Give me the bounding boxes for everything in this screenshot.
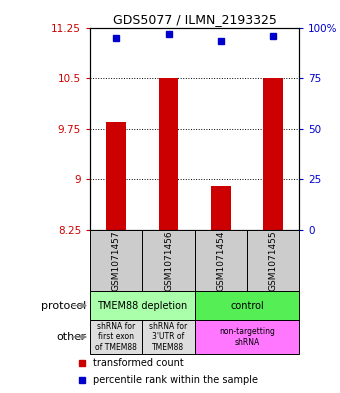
Bar xyxy=(194,291,299,320)
Bar xyxy=(194,230,247,291)
Text: GSM1071455: GSM1071455 xyxy=(269,230,277,291)
Text: GSM1071457: GSM1071457 xyxy=(112,230,121,291)
Title: GDS5077 / ILMN_2193325: GDS5077 / ILMN_2193325 xyxy=(113,13,276,26)
Bar xyxy=(263,78,283,230)
Text: control: control xyxy=(230,301,264,310)
Bar xyxy=(211,186,231,230)
Bar xyxy=(158,78,178,230)
Text: TMEM88 depletion: TMEM88 depletion xyxy=(97,301,187,310)
Bar xyxy=(106,122,126,230)
Bar xyxy=(194,320,299,354)
Text: protocol: protocol xyxy=(41,301,86,310)
Bar xyxy=(142,230,194,291)
Text: transformed count: transformed count xyxy=(94,358,184,367)
Bar xyxy=(142,320,194,354)
Bar xyxy=(90,320,142,354)
Bar xyxy=(90,230,142,291)
Text: shRNA for
first exon
of TMEM88: shRNA for first exon of TMEM88 xyxy=(95,322,137,352)
Bar xyxy=(90,291,194,320)
Bar xyxy=(247,230,299,291)
Text: shRNA for
3'UTR of
TMEM88: shRNA for 3'UTR of TMEM88 xyxy=(149,322,188,352)
Text: non-targetting
shRNA: non-targetting shRNA xyxy=(219,327,275,347)
Text: other: other xyxy=(56,332,86,342)
Text: GSM1071454: GSM1071454 xyxy=(216,230,225,290)
Text: percentile rank within the sample: percentile rank within the sample xyxy=(94,375,258,385)
Text: GSM1071456: GSM1071456 xyxy=(164,230,173,291)
